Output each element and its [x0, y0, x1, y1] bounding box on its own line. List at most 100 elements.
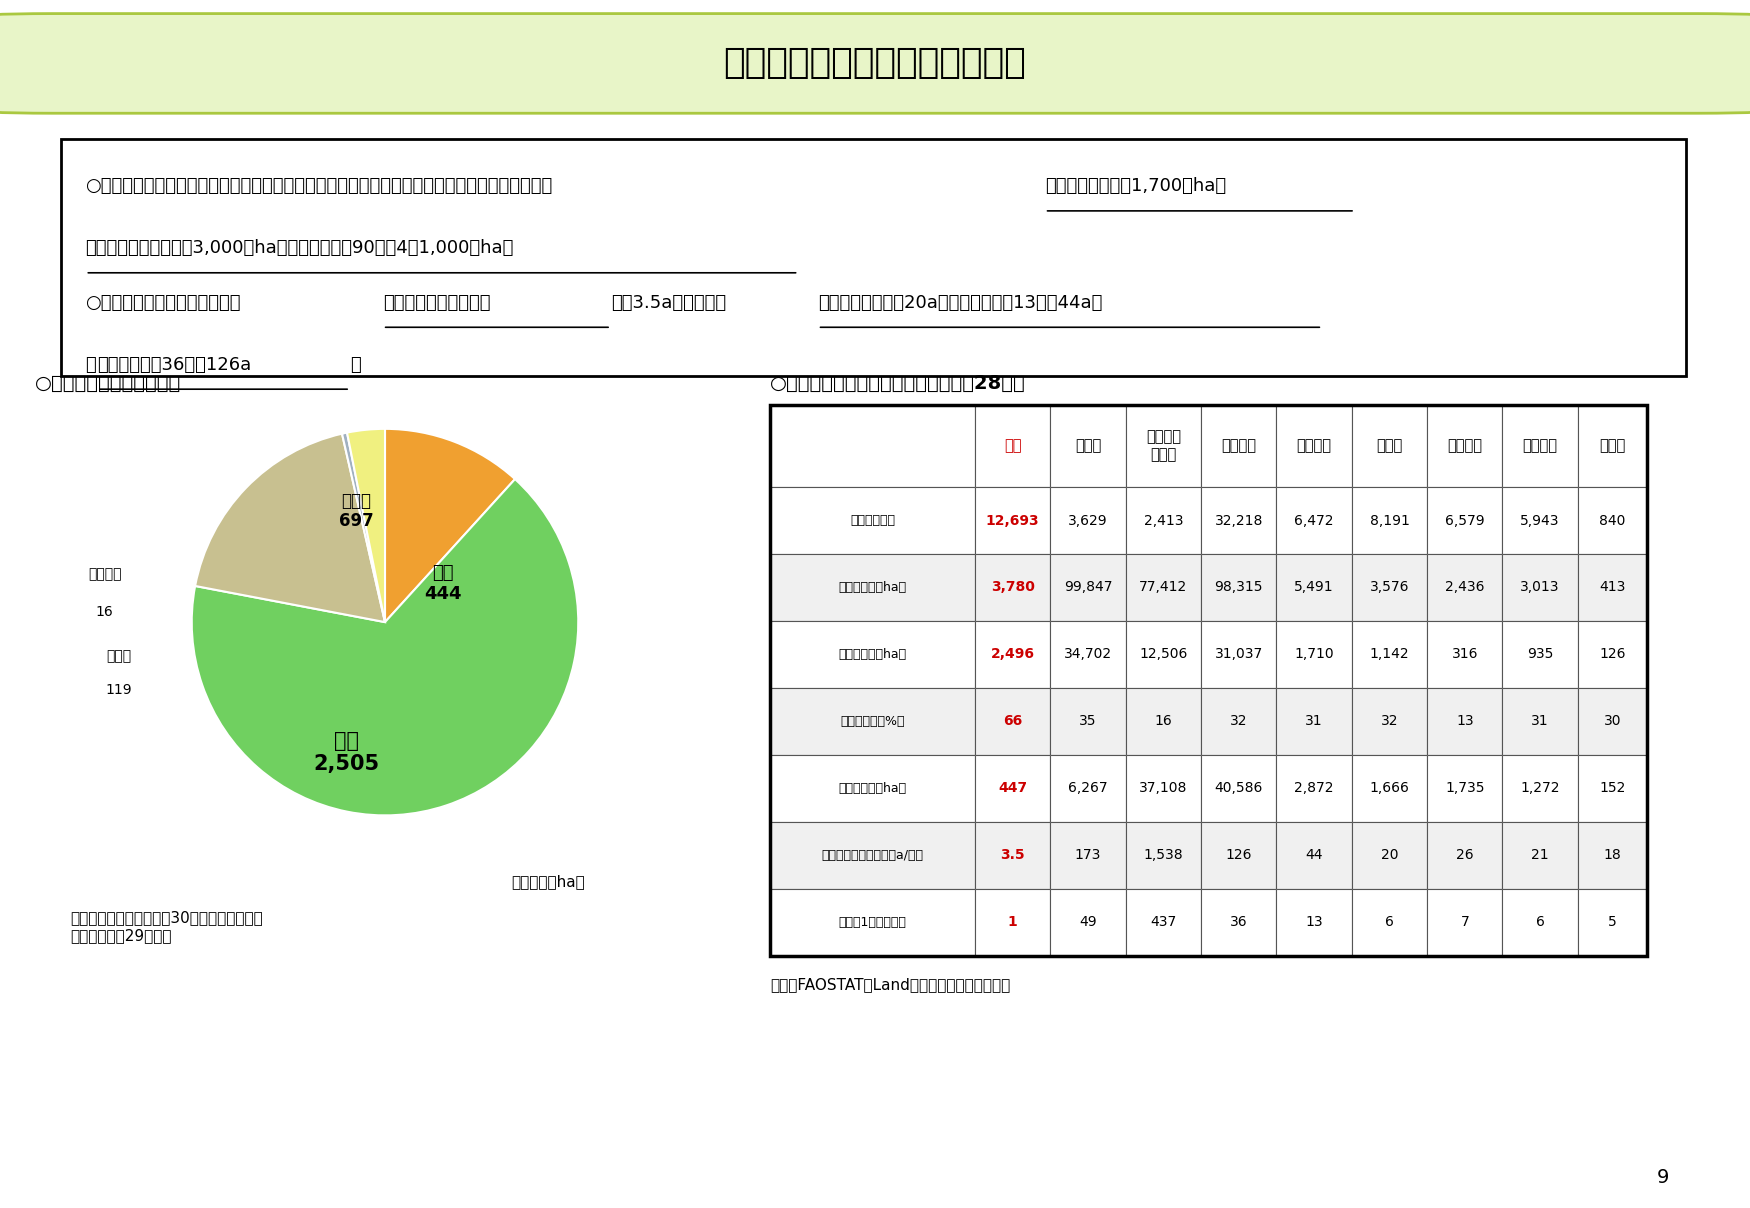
- Bar: [1503, 621, 1578, 689]
- Bar: [1125, 689, 1200, 755]
- Text: 6,267: 6,267: [1068, 782, 1108, 796]
- Bar: [1200, 755, 1276, 821]
- Text: 工業用地: 工業用地: [88, 567, 121, 581]
- Bar: [1428, 821, 1503, 889]
- Bar: [1503, 487, 1578, 554]
- Bar: [1200, 405, 1276, 487]
- Bar: [1276, 405, 1351, 487]
- Bar: [1578, 889, 1647, 956]
- Bar: [1351, 405, 1428, 487]
- Text: 1,735: 1,735: [1446, 782, 1484, 796]
- Bar: [1428, 689, 1503, 755]
- Text: 30: 30: [1605, 714, 1622, 728]
- Bar: [975, 821, 1050, 889]
- Text: 447: 447: [997, 782, 1027, 796]
- Wedge shape: [192, 480, 578, 815]
- Text: 935: 935: [1528, 647, 1554, 662]
- Bar: [1351, 821, 1428, 889]
- Bar: [770, 889, 975, 956]
- Text: 173: 173: [1074, 848, 1101, 863]
- Text: 1,538: 1,538: [1143, 848, 1183, 863]
- Bar: [1050, 621, 1125, 689]
- Wedge shape: [341, 432, 385, 622]
- Bar: [1503, 689, 1578, 755]
- Bar: [1200, 554, 1276, 621]
- Bar: [1276, 405, 1351, 487]
- Bar: [1276, 554, 1351, 621]
- Bar: [1578, 889, 1647, 956]
- Bar: [1351, 487, 1428, 554]
- Bar: [1503, 755, 1578, 821]
- Bar: [1125, 554, 1200, 621]
- Bar: [1200, 889, 1276, 956]
- Bar: [1351, 689, 1428, 755]
- Text: 5,943: 5,943: [1521, 513, 1559, 528]
- Bar: [1276, 755, 1351, 821]
- Bar: [1200, 487, 1276, 554]
- Bar: [1276, 821, 1351, 889]
- Bar: [1503, 821, 1578, 889]
- Text: 31: 31: [1531, 714, 1549, 728]
- Text: 34,702: 34,702: [1064, 647, 1113, 662]
- Bar: [1050, 405, 1125, 487]
- Text: 66: 66: [1003, 714, 1022, 728]
- Bar: [1428, 621, 1503, 689]
- Bar: [1503, 689, 1578, 755]
- Bar: [1503, 821, 1578, 889]
- Text: １人当たり農用地面積: １人当たり農用地面積: [383, 294, 490, 312]
- Text: 413: 413: [1600, 581, 1626, 594]
- Text: 126: 126: [1600, 647, 1626, 662]
- Bar: [1503, 554, 1578, 621]
- Bar: [1050, 405, 1125, 487]
- Bar: [1428, 405, 1503, 487]
- Text: 住宅地: 住宅地: [107, 649, 131, 663]
- Bar: [1578, 405, 1647, 487]
- Bar: [770, 689, 975, 755]
- Bar: [770, 554, 975, 621]
- Bar: [1276, 821, 1351, 889]
- Bar: [1428, 487, 1503, 554]
- Bar: [975, 554, 1050, 621]
- Text: オースト
ラリア: オースト ラリア: [1146, 430, 1181, 461]
- Bar: [1125, 689, 1200, 755]
- Bar: [1578, 405, 1647, 487]
- Bar: [1125, 487, 1200, 554]
- Bar: [1200, 689, 1276, 755]
- Text: 農地面積（万ha）: 農地面積（万ha）: [838, 782, 906, 795]
- Bar: [1050, 689, 1125, 755]
- Bar: [1050, 889, 1125, 956]
- Bar: [1276, 621, 1351, 689]
- Text: 1,710: 1,710: [1295, 647, 1334, 662]
- Text: アメリカは約36倍の126a: アメリカは約36倍の126a: [96, 355, 252, 373]
- Text: 49: 49: [1080, 916, 1097, 929]
- Text: 日本を1とした場合: 日本を1とした場合: [838, 916, 906, 929]
- Bar: [1125, 405, 1200, 487]
- Bar: [1428, 821, 1503, 889]
- Text: 12,506: 12,506: [1139, 647, 1188, 662]
- Text: ○諸外国の人口、土地等の状況（平成28年）: ○諸外国の人口、土地等の状況（平成28年）: [770, 374, 1026, 393]
- Bar: [1200, 821, 1276, 889]
- Text: フランスは約６倍の3,000万ha、アメリカは約90倍の4億1,000万ha。: フランスは約６倍の3,000万ha、アメリカは約90倍の4億1,000万ha。: [86, 239, 514, 257]
- Text: 2,413: 2,413: [1144, 513, 1183, 528]
- Text: ドイツ: ドイツ: [1376, 439, 1402, 453]
- Bar: [1125, 621, 1200, 689]
- Bar: [1050, 821, 1125, 889]
- Text: 1,142: 1,142: [1370, 647, 1409, 662]
- Bar: [1351, 755, 1428, 821]
- Bar: [1428, 889, 1503, 956]
- Bar: [975, 554, 1050, 621]
- Bar: [1050, 621, 1125, 689]
- Bar: [975, 621, 1050, 689]
- Text: その他
697: その他 697: [340, 492, 373, 530]
- Bar: [770, 621, 975, 689]
- Bar: [770, 821, 975, 889]
- Bar: [1503, 621, 1578, 689]
- Bar: [1351, 889, 1428, 956]
- Bar: [975, 755, 1050, 821]
- Bar: [1578, 487, 1647, 554]
- Text: 3,629: 3,629: [1068, 513, 1108, 528]
- Text: 840: 840: [1600, 513, 1626, 528]
- Text: イギリス: イギリス: [1447, 439, 1482, 453]
- Bar: [1125, 554, 1200, 621]
- Bar: [770, 405, 975, 487]
